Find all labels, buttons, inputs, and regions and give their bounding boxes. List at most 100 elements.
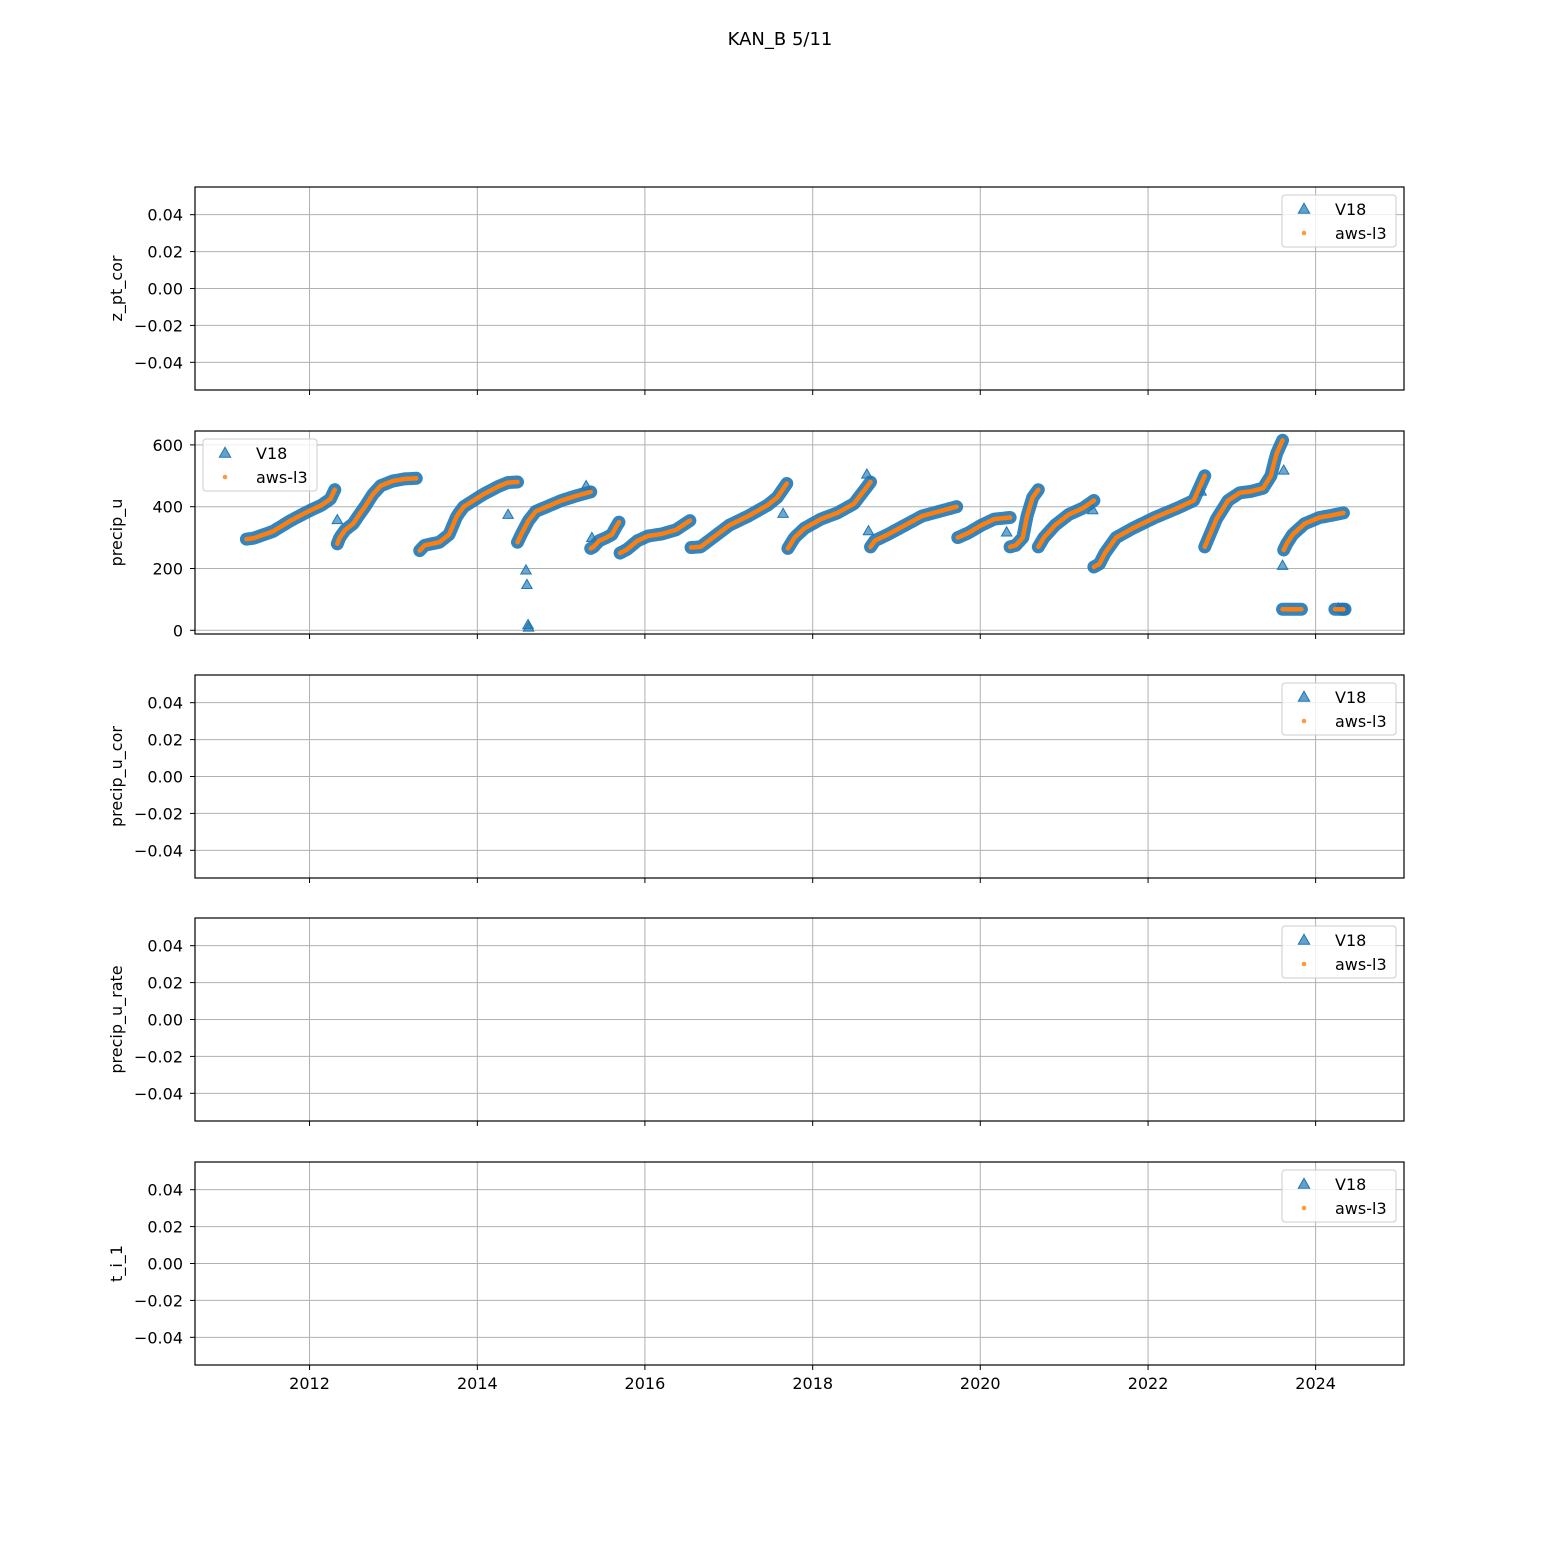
axes-frame [194, 430, 1405, 635]
y-tick-label: 0.00 [147, 1011, 183, 1030]
legend-marker-v18 [1297, 690, 1311, 702]
legend-label-v18: V18 [256, 444, 287, 463]
aws-l3-series-segment [868, 504, 959, 550]
legend-frame [202, 438, 318, 492]
y-tick-label: −0.02 [134, 1291, 183, 1310]
legend-marker-v18 [1297, 933, 1311, 945]
y-tick-label: −0.02 [134, 804, 183, 823]
y-tick-label: 0.02 [147, 731, 183, 750]
y-tick-label: 0.02 [147, 1218, 183, 1237]
v18-point [331, 513, 344, 525]
legend: V18 aws-l3 [1281, 925, 1397, 979]
aws-l3-series-segment [1281, 510, 1346, 553]
x-tick-label: 2016 [625, 1374, 666, 1393]
aws-l3-series-segment [785, 479, 873, 551]
y-tick-label: 0.02 [147, 974, 183, 993]
y-tick-label: −0.02 [134, 316, 183, 335]
legend-label-aws-l3: aws-l3 [1335, 955, 1387, 974]
legend-marker-v18 [218, 446, 232, 458]
y-tick-label: −0.02 [134, 1047, 183, 1066]
y-tick-label: −0.04 [134, 1084, 183, 1103]
subplot-precip-u: 0 200 400 600 precip_u V18 aws-l3 [107, 430, 1405, 640]
v18-point [1086, 503, 1099, 515]
subplot-precip-u-cor: −0.04 −0.02 0.00 0.02 0.04 precip_u_cor V18 aws… [107, 674, 1405, 883]
legend-frame [1281, 925, 1397, 979]
legend: V18 aws-l3 [1281, 1169, 1397, 1223]
x-tick-label: 2020 [960, 1374, 1001, 1393]
y-tick-label: 0.00 [147, 768, 183, 787]
legend: V18 aws-l3 [1281, 194, 1397, 248]
v18-point [519, 563, 533, 575]
aws-l3-series-segment [955, 515, 1013, 540]
legend-marker-v18 [1297, 202, 1311, 214]
aws-l3-series-segment [688, 481, 790, 550]
legend: V18 aws-l3 [202, 438, 318, 492]
y-tick-label: −0.04 [134, 353, 183, 372]
y-tick-label: 0.02 [147, 243, 183, 262]
y-axis-label: z_pt_cor [107, 255, 127, 321]
aws-l3-series-segment [1202, 438, 1285, 550]
legend-marker-v18 [1297, 1177, 1311, 1189]
aws-l3-series-segment [417, 479, 520, 553]
aws-l3-series-segment [617, 518, 693, 556]
legend-marker-aws-l3 [1301, 718, 1307, 724]
legend-label-v18: V18 [1335, 1175, 1366, 1194]
y-tick-label: 0 [173, 621, 183, 640]
y-axis-label: precip_u_cor [107, 726, 127, 827]
x-tick-label: 2018 [792, 1374, 833, 1393]
legend-marker-aws-l3 [1301, 230, 1307, 236]
y-tick-label: 600 [152, 436, 183, 455]
grid [195, 187, 1404, 390]
legend-label-aws-l3: aws-l3 [1335, 224, 1387, 243]
grid [195, 1162, 1404, 1365]
y-tick-label: −0.04 [134, 841, 183, 860]
y-tick-label: 0.04 [147, 1181, 183, 1200]
legend-frame [1281, 1169, 1397, 1223]
aws-l3-series-segment [588, 519, 622, 551]
v18-point [1000, 525, 1013, 537]
legend: V18 aws-l3 [1281, 682, 1397, 736]
x-tick-label: 2012 [289, 1374, 330, 1393]
grid [195, 918, 1404, 1121]
y-tick-label: −0.04 [134, 1328, 183, 1347]
y-tick-label: 0.04 [147, 937, 183, 956]
grid [195, 675, 1404, 878]
v18-point [522, 620, 535, 632]
y-tick-label: 0.04 [147, 694, 183, 713]
y-tick-label: 0.04 [147, 206, 183, 225]
legend-label-v18: V18 [1335, 931, 1366, 950]
figure-title: KAN_B 5/11 [728, 29, 833, 50]
v18-point [1276, 559, 1289, 570]
v18-point [520, 578, 534, 589]
subplot-t-i-1: −0.04 −0.02 0.00 0.02 0.04 2012 2014 2016 2018 20… [107, 1161, 1405, 1393]
legend-frame [1281, 194, 1397, 248]
v18-point [502, 508, 515, 519]
legend-label-v18: V18 [1335, 200, 1366, 219]
y-axis-label: precip_u_rate [107, 965, 127, 1073]
v18-point [860, 468, 873, 479]
v18-point [862, 524, 875, 536]
legend-label-aws-l3: aws-l3 [1335, 712, 1387, 731]
data-area [239, 433, 1352, 632]
y-tick-label: 200 [152, 559, 183, 578]
aws-l3-series-segment [1091, 473, 1208, 570]
x-tick-label: 2014 [457, 1374, 498, 1393]
legend-marker-aws-l3 [222, 474, 228, 480]
y-axis-label: t_i_1 [107, 1245, 127, 1282]
y-tick-label: 0.00 [147, 280, 183, 299]
y-axis-label: precip_u [107, 499, 127, 567]
y-tick-label: 0.00 [147, 1255, 183, 1274]
grid [195, 431, 1404, 634]
legend-marker-aws-l3 [1301, 961, 1307, 967]
aws-l3-series-segment [1007, 487, 1041, 550]
aws-l3-series-segment [335, 476, 419, 547]
aws-l3-series-segment [1036, 498, 1097, 550]
y-tick-label: 400 [152, 498, 183, 517]
aws-l3-series-segment [244, 487, 338, 542]
legend-marker-aws-l3 [1301, 1205, 1307, 1211]
x-tick-label: 2024 [1295, 1374, 1336, 1393]
legend-label-v18: V18 [1335, 688, 1366, 707]
x-tick-label: 2022 [1128, 1374, 1169, 1393]
v18-point [777, 507, 790, 518]
